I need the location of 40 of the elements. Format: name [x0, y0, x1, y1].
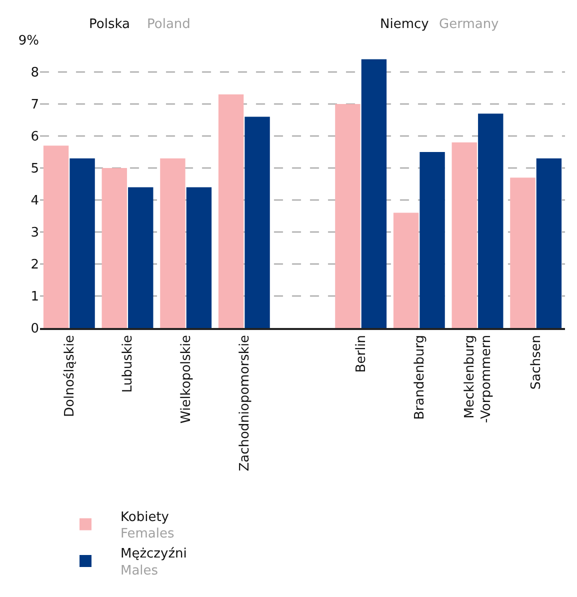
text: Poland: [147, 17, 190, 32]
bar: [102, 168, 127, 328]
y-tick-label: 6: [30, 130, 39, 145]
x-tick-label: Sachsen: [529, 334, 544, 390]
x-tick-label: Mecklenburg -Vorpommern: [462, 334, 494, 423]
bar: [43, 146, 69, 328]
y-tick-label: 2: [30, 258, 39, 273]
bar: [218, 94, 244, 328]
y-tick-label: 8: [30, 66, 39, 81]
bar: [361, 59, 387, 328]
x-tick-label: Wielkopolskie: [179, 334, 194, 424]
x-tick-label: Berlin: [354, 334, 370, 373]
bar: [244, 116, 270, 328]
y-tick-label: 1: [30, 290, 39, 305]
bar: [128, 187, 154, 328]
bar: [420, 152, 445, 328]
text: Germany: [439, 17, 500, 32]
bar: [510, 178, 536, 328]
y-tick-label: 5: [30, 162, 39, 177]
bar: [335, 104, 360, 328]
y-tick-label: 4: [30, 194, 39, 209]
y-tick-label: 7: [30, 98, 39, 113]
x-tick-label: Lubuskie: [120, 334, 136, 393]
legend-label: Mężczyźni Males: [120, 546, 187, 579]
y-tick-label: 9%: [18, 34, 39, 49]
bar: [452, 142, 477, 328]
bar: [536, 158, 562, 328]
x-tick-label: Zachodniopomorskie: [237, 334, 252, 472]
x-tick-label: Dolnośląskie: [62, 334, 78, 417]
text: Niemcy: [380, 17, 430, 32]
legend-label: Kobiety Females: [120, 510, 175, 542]
bar: [186, 187, 212, 328]
y-tick-label: 3: [30, 226, 39, 241]
bar: [393, 212, 419, 328]
bar: [478, 114, 504, 328]
x-tick-label: Brandenburg: [412, 334, 428, 420]
y-tick-label: 0: [30, 322, 39, 337]
bar: [70, 158, 95, 328]
text: Polska: [89, 17, 130, 32]
bar: [160, 158, 186, 328]
